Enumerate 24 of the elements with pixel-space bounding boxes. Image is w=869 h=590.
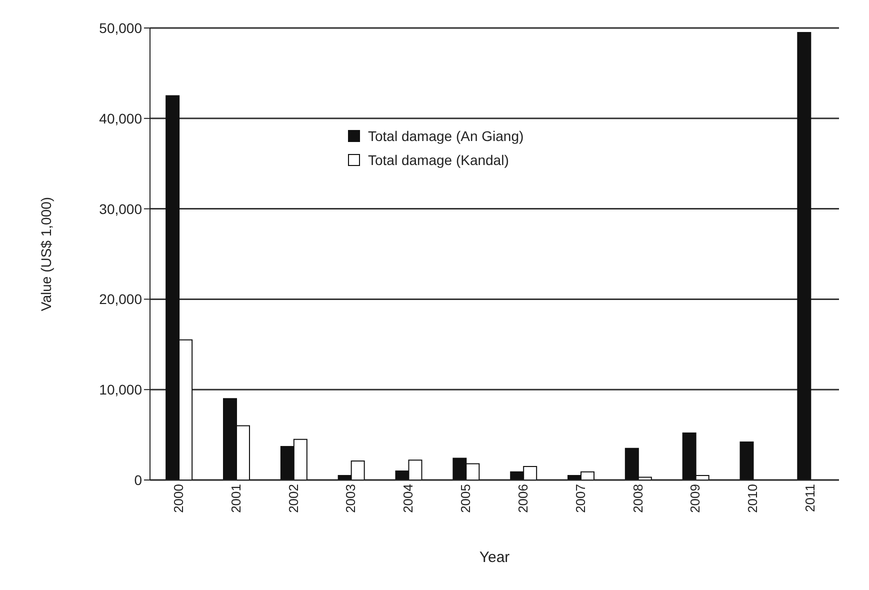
x-tick-label: 2004 <box>400 484 416 513</box>
x-tick-label: 2006 <box>515 484 530 513</box>
legend-label: Total damage (An Giang) <box>368 128 524 144</box>
y-tick-label: 20,000 <box>99 291 142 308</box>
y-tick-label: 30,000 <box>99 200 142 217</box>
y-tick-label: 10,000 <box>99 382 142 398</box>
x-tick-label: 2005 <box>458 484 474 513</box>
x-tick-label: 2008 <box>630 484 646 513</box>
y-tick-label: 40,000 <box>99 110 142 126</box>
bar <box>797 32 812 480</box>
x-tick-label: 2001 <box>228 484 244 513</box>
y-tick-label: 50,000 <box>99 20 142 36</box>
y-axis-title: Value (US$ 1,000) <box>38 196 54 312</box>
x-tick-label: 2007 <box>572 484 588 513</box>
x-tick-label: 2009 <box>688 484 703 513</box>
y-tick-label: 0 <box>134 472 142 488</box>
legend-label: Total damage (Kandal) <box>368 152 509 168</box>
bar <box>740 442 754 480</box>
x-tick-label: 2002 <box>286 484 301 513</box>
x-axis-title: Year <box>479 549 510 566</box>
x-tick-label: 2000 <box>170 484 186 513</box>
x-tick-label: 2011 <box>802 484 818 512</box>
x-tick-label: 2003 <box>343 484 358 513</box>
x-tick-label: 2010 <box>745 484 760 513</box>
